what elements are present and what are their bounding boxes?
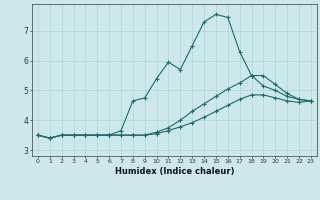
X-axis label: Humidex (Indice chaleur): Humidex (Indice chaleur) [115,167,234,176]
